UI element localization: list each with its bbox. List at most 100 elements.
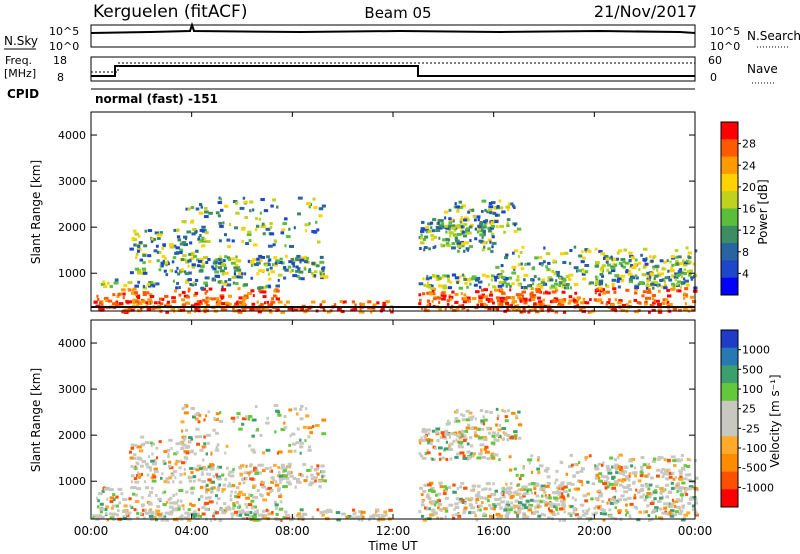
echo-cell xyxy=(681,486,685,490)
echo-cell xyxy=(419,241,425,245)
echo-cell xyxy=(516,510,522,514)
echo-cell xyxy=(108,488,114,492)
echo-cell xyxy=(187,278,192,282)
echo-cell xyxy=(578,254,583,258)
echo-cell xyxy=(618,249,623,253)
echo-cell xyxy=(96,294,99,298)
echo-cell xyxy=(214,417,219,421)
echo-cell xyxy=(211,277,215,281)
echo-cell xyxy=(545,252,551,256)
echo-cell xyxy=(195,229,198,233)
echo-cell xyxy=(600,474,605,478)
echo-cell xyxy=(557,299,560,303)
echo-cell xyxy=(465,409,470,413)
echo-cell xyxy=(151,452,154,456)
echo-cell xyxy=(445,488,449,492)
echo-cell xyxy=(211,486,216,490)
echo-cell xyxy=(683,261,689,265)
echo-cell xyxy=(532,282,535,286)
echo-cell xyxy=(628,514,631,518)
echo-cell xyxy=(616,251,620,255)
echo-cell xyxy=(442,434,446,438)
echo-cell xyxy=(437,284,443,288)
echo-cell xyxy=(623,466,629,470)
echo-cell xyxy=(178,489,184,493)
echo-cell xyxy=(505,296,511,300)
echo-cell xyxy=(527,505,533,509)
echo-cell xyxy=(614,298,618,302)
echo-cell xyxy=(273,403,279,407)
echo-cell xyxy=(183,235,188,239)
echo-cell xyxy=(106,281,110,285)
echo-cell xyxy=(359,513,363,517)
echo-cell xyxy=(512,251,515,255)
echo-cell xyxy=(492,482,495,486)
echo-cell xyxy=(165,477,169,481)
echo-cell xyxy=(502,495,506,499)
echo-cell xyxy=(189,220,194,224)
colorbar-segment xyxy=(721,173,738,192)
echo-cell xyxy=(466,248,470,252)
echo-cell xyxy=(268,277,272,281)
echo-cell xyxy=(457,224,461,228)
echo-cell xyxy=(683,307,688,311)
time-axis-label: Time UT xyxy=(367,539,418,553)
echo-cell xyxy=(441,297,446,301)
echo-cell xyxy=(190,407,196,411)
echo-cell xyxy=(210,450,213,454)
echo-cell xyxy=(529,292,532,296)
echo-cell xyxy=(214,274,220,278)
echo-cell xyxy=(554,481,557,485)
echo-cell xyxy=(474,514,477,518)
echo-cell xyxy=(495,225,499,229)
echo-cell xyxy=(655,299,660,303)
echo-cell xyxy=(316,228,320,232)
echo-cell xyxy=(660,470,663,474)
echo-cell xyxy=(568,273,574,277)
echo-cell xyxy=(256,509,259,513)
echo-cell xyxy=(216,475,221,479)
echo-cell xyxy=(675,260,679,264)
noise-right-tick-top: 10^5 xyxy=(710,25,740,38)
echo-cell xyxy=(613,263,617,267)
echo-cell xyxy=(257,286,262,290)
echo-cell xyxy=(130,446,135,450)
echo-cell xyxy=(530,470,534,474)
echo-cell xyxy=(674,249,679,253)
echo-cell xyxy=(189,241,193,245)
echo-cell xyxy=(147,494,152,498)
echo-cell xyxy=(238,296,244,300)
echo-cell xyxy=(509,284,512,288)
echo-cell xyxy=(256,257,260,261)
echo-cell xyxy=(277,470,281,474)
echo-cell xyxy=(194,417,199,421)
echo-cell xyxy=(274,506,278,510)
echo-cell xyxy=(187,508,191,512)
echo-cell xyxy=(270,469,274,473)
echo-cell xyxy=(550,511,555,515)
echo-cell xyxy=(238,427,243,431)
echo-cell xyxy=(464,429,469,433)
echo-cell xyxy=(375,514,381,518)
echo-cell xyxy=(133,243,137,247)
echo-cell xyxy=(238,465,242,469)
echo-cell xyxy=(173,501,178,505)
echo-cell xyxy=(350,516,356,520)
echo-cell xyxy=(153,458,157,462)
echo-cell xyxy=(322,307,325,311)
echo-cell xyxy=(199,485,204,489)
echo-cell xyxy=(461,499,465,503)
echo-cell xyxy=(539,487,543,491)
echo-cell xyxy=(263,286,268,290)
echo-cell xyxy=(543,513,547,517)
echo-cell xyxy=(666,502,670,506)
echo-cell xyxy=(271,510,274,514)
echo-cell xyxy=(154,231,159,235)
echo-cell xyxy=(597,286,603,290)
echo-cell xyxy=(669,509,675,513)
echo-cell xyxy=(219,255,222,259)
echo-cell xyxy=(543,500,548,504)
echo-cell xyxy=(540,308,544,312)
echo-cell xyxy=(228,470,232,474)
echo-cell xyxy=(194,307,198,311)
